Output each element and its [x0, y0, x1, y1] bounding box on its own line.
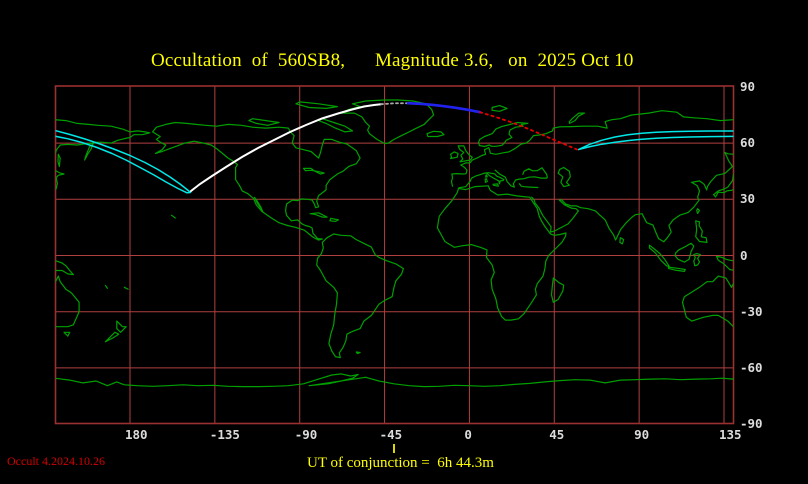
coastlines [55, 99, 734, 388]
y-tick-label: 90 [740, 78, 756, 94]
shadow-limit-west [55, 129, 192, 194]
x-tick-label: -135 [209, 427, 240, 442]
ut-of-conjunction-text: UT of conjunction = 6h 44.3m [307, 455, 494, 471]
x-tick-label: 0 [464, 427, 472, 442]
y-tick-label: -60 [740, 359, 763, 375]
x-tick-label: -90 [294, 427, 318, 442]
center-line-twilight-dotted [380, 102, 409, 106]
center-line-daylight-dotted [479, 111, 578, 151]
y-tick-label: 30 [740, 191, 756, 207]
map-frame [54, 85, 735, 425]
y-tick-label: 0 [740, 247, 748, 263]
shadow-limit-east [577, 130, 734, 151]
y-tick-label: 60 [740, 135, 756, 151]
occultation-path [55, 101, 734, 194]
page-title: Occultation of 560SB8, Magnitude 3.6, on… [151, 50, 634, 71]
center-line-twilight-blue [406, 101, 482, 114]
center-line-night [190, 103, 382, 192]
x-tick-label: -45 [379, 427, 403, 442]
x-tick-label: 180 [125, 427, 148, 442]
software-version-text: Occult 4.2024.10.26 [7, 454, 105, 468]
x-tick-label: 45 [549, 427, 565, 442]
x-tick-label: 135 [718, 427, 742, 442]
x-tick-label: 90 [634, 427, 650, 442]
y-tick-label: -90 [740, 416, 763, 432]
conjunction-longitude-tick [393, 444, 395, 453]
lat-lon-grid [55, 86, 734, 424]
y-tick-label: -30 [740, 303, 763, 319]
